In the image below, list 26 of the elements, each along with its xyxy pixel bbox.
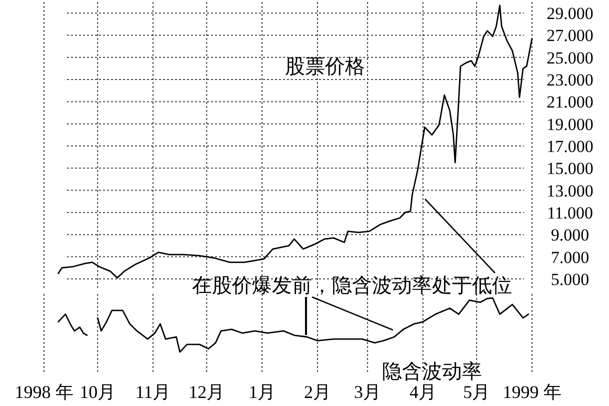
y-tick-label: 21.000 xyxy=(546,92,594,112)
y-tick-label: 19.000 xyxy=(546,114,594,134)
x-tick-label: 1998 年 xyxy=(14,382,74,402)
x-tick-label: 4月 xyxy=(409,382,436,402)
annotation: 在股价爆发前，隐含波动率处于低位 xyxy=(192,275,512,297)
y-tick-label: 13.000 xyxy=(546,181,594,200)
x-tick-label: 1月 xyxy=(248,382,276,402)
y-tick-label: 29.000 xyxy=(546,4,594,24)
y-tick-label: 25.000 xyxy=(546,48,594,68)
x-tick-label: 11月 xyxy=(135,382,171,402)
y-tick-label: 7.000 xyxy=(550,248,590,267)
y-tick-label: 5.000 xyxy=(550,270,590,289)
x-tick-label: 2月 xyxy=(304,382,331,402)
y-tick-label: 27.000 xyxy=(546,26,594,46)
x-tick-label: 1999 年 xyxy=(502,382,562,402)
y-tick-label: 9.000 xyxy=(550,226,590,245)
y-tick-label: 17.000 xyxy=(546,137,594,156)
y-tick-label: 15.000 xyxy=(546,159,594,178)
x-tick-label: 10月 xyxy=(80,382,116,402)
series-label: 隐含波动率 xyxy=(382,361,482,383)
x-tick-label: 3月 xyxy=(354,382,382,402)
y-tick-label: 11.000 xyxy=(546,203,594,222)
y-tick-label: 23.000 xyxy=(546,70,594,90)
x-tick-label: 12月 xyxy=(188,382,225,402)
x-tick-label: 5月 xyxy=(463,382,490,402)
text: 股票价格 xyxy=(285,56,365,78)
